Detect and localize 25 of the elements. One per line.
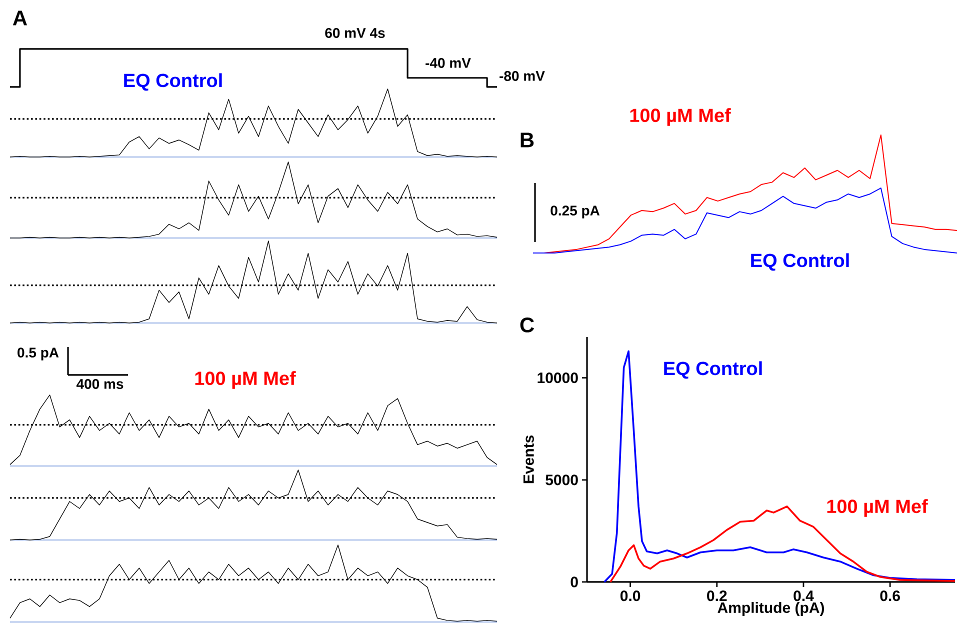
chart-title: B bbox=[520, 132, 534, 148]
y-tick-label: 0 bbox=[570, 576, 578, 588]
annotation: -40 mV bbox=[426, 58, 471, 68]
series-label: EQ Control bbox=[664, 361, 762, 379]
x-tick-label: 0.4 bbox=[794, 590, 814, 602]
series-label: 100 µM Mef bbox=[827, 499, 928, 517]
chart-title: 100 µM Mef bbox=[195, 371, 296, 389]
chart-title: EQ Control bbox=[124, 73, 222, 91]
y-axis-title: Events bbox=[523, 436, 534, 484]
text: 100 µM Mef bbox=[630, 108, 731, 126]
chart-title: A bbox=[12, 10, 28, 26]
y-tick-label: 5000 bbox=[546, 474, 578, 486]
y-tick-label: 10000 bbox=[538, 372, 578, 384]
text: 60 mV 4s bbox=[325, 28, 385, 38]
x-tick-label: 0.0 bbox=[620, 590, 640, 602]
text: 400 ms bbox=[76, 379, 124, 389]
annotation: 0.25 pA bbox=[550, 206, 600, 218]
text: EQ Control bbox=[751, 253, 849, 271]
text: 0.5 pA bbox=[18, 348, 59, 360]
x-axis-title: Amplitude (pA) bbox=[718, 602, 824, 616]
chart-title: C bbox=[520, 318, 534, 332]
x-tick-label: 0.6 bbox=[880, 590, 900, 602]
line-series bbox=[603, 350, 956, 583]
annotation: -80 mV bbox=[500, 71, 545, 81]
x-tick-label: 0.2 bbox=[707, 590, 727, 602]
